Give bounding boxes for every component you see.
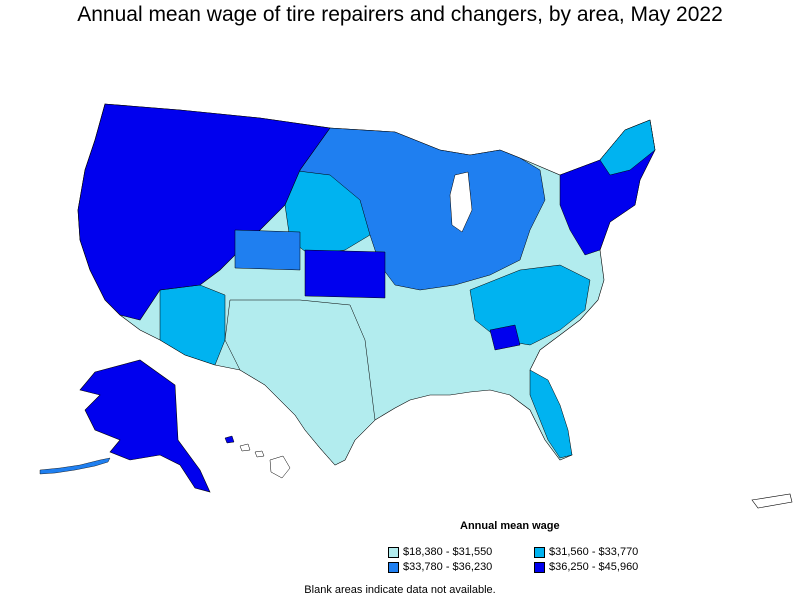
region-texas [224,299,376,466]
region-west [77,103,331,321]
hawaii [224,435,291,479]
region-new-england-north [599,119,656,176]
legend-label-1: $18,380 - $31,550 [403,546,493,558]
legend-label-4: $36,250 - $45,960 [549,561,639,573]
legend-title: Annual mean wage [460,520,560,532]
legend-item-1: $18,380 - $31,550 [388,545,492,559]
legend-item-4: $36,250 - $45,960 [534,560,638,574]
region-arizona [159,284,226,366]
region-plains [284,169,371,256]
legend-item-3: $33,780 - $36,230 [388,560,492,574]
legend-swatch-2 [534,546,545,558]
puerto-rico [751,493,793,509]
legend-swatch-3 [388,561,399,573]
map-title: Annual mean wage of tire repairers and c… [77,3,723,26]
alaska-aleutians [39,457,111,475]
region-florida [529,369,573,459]
legend-label-2: $31,560 - $33,770 [549,546,639,558]
legend-swatch-1 [388,546,399,558]
legend-swatch-4 [534,561,545,573]
region-kansas [304,249,386,299]
legend-label-3: $33,780 - $36,230 [403,561,493,573]
blank-areas-note: Blank areas indicate data not available. [304,584,496,596]
alaska [79,359,211,493]
region-southeast [469,264,591,346]
region-colorado [234,229,301,271]
legend-item-2: $31,560 - $33,770 [534,545,638,559]
region-tennessee-spot [489,324,521,351]
lake-michigan [449,171,473,233]
